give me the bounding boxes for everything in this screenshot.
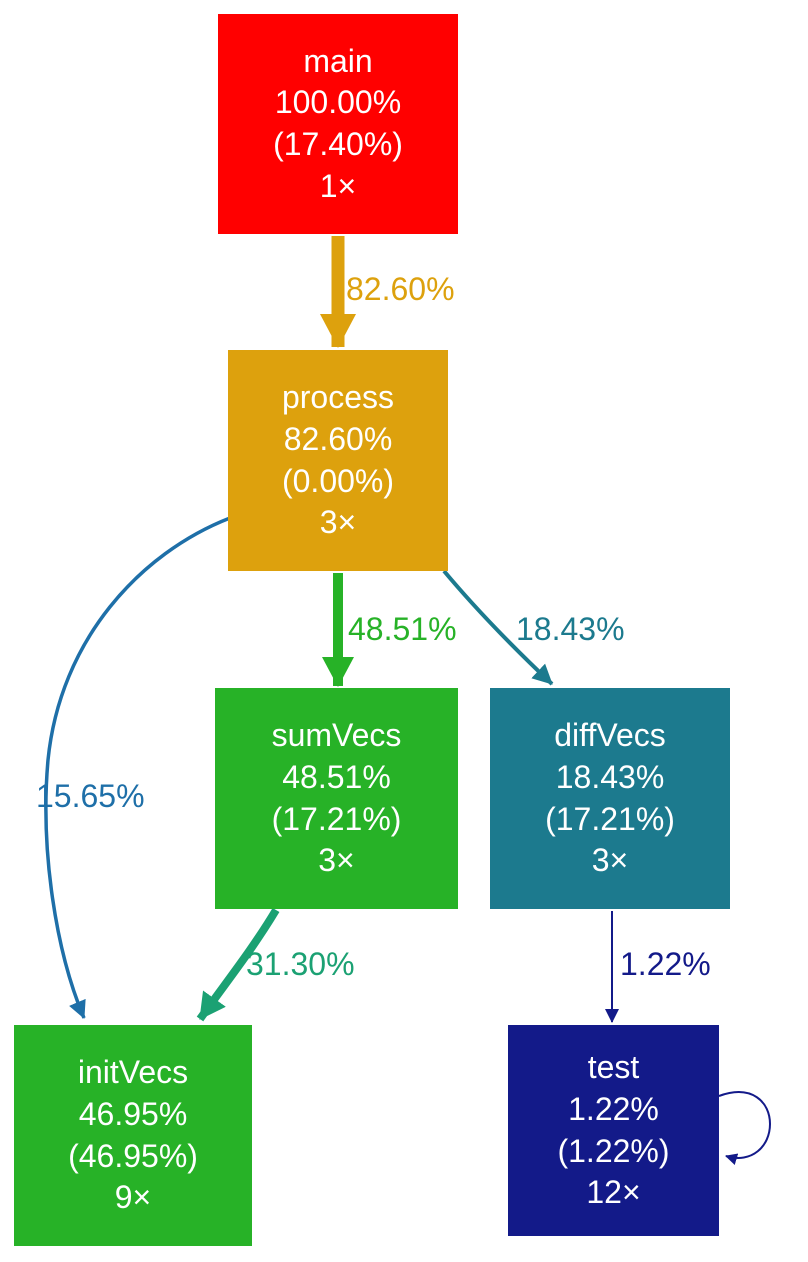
node-self-percent: (17.21%) <box>545 800 675 837</box>
node-total-percent: 48.51% <box>282 758 391 795</box>
edge-label-process-initvecs: 15.65% <box>36 778 145 814</box>
edge-label-process-diffvecs: 18.43% <box>516 611 625 647</box>
edge-process-initvecs <box>44 516 231 1019</box>
node-call-count: 3× <box>318 842 355 879</box>
node-self-percent: (1.22%) <box>557 1132 670 1169</box>
node-self-percent: (17.40%) <box>273 126 403 162</box>
node-label: main <box>303 42 373 79</box>
node-sumvecs: sumVecs 48.51% (17.21%) 3× <box>215 688 458 909</box>
node-process: process 82.60% (0.00%) 3× <box>228 350 448 571</box>
node-total-percent: 100.00% <box>274 84 402 121</box>
node-call-count: 12× <box>586 1174 641 1211</box>
node-total-percent: 1.22% <box>568 1090 659 1127</box>
node-initvecs: initVecs 46.95% (46.95%) 9× <box>14 1025 252 1246</box>
node-test: test 1.22% (1.22%) 12× <box>508 1025 719 1236</box>
node-self-percent: (46.95%) <box>68 1137 198 1174</box>
node-call-count: 9× <box>114 1179 152 1216</box>
node-call-count: 3× <box>319 504 357 541</box>
edge-test-selfloop <box>718 1091 772 1165</box>
node-self-percent: (17.21%) <box>271 800 402 837</box>
node-label: process <box>281 379 395 416</box>
node-label: test <box>587 1049 640 1086</box>
node-self-percent: (0.00%) <box>281 462 395 499</box>
node-total-percent: 18.43% <box>555 758 665 795</box>
node-total-percent: 82.60% <box>283 420 393 457</box>
edge-label-main-process: 82.60% <box>346 271 455 307</box>
node-label: initVecs <box>77 1054 189 1091</box>
node-diffvecs: diffVecs 18.43% (17.21%) 3× <box>490 688 730 909</box>
node-main: main 100.00% (17.40%) 1× <box>218 14 458 234</box>
edge-label-diffvecs-test: 1.22% <box>620 946 711 982</box>
node-label: sumVecs <box>271 717 402 754</box>
edge-label-process-sumvecs: 48.51% <box>348 611 457 647</box>
node-call-count: 3× <box>591 842 629 879</box>
node-call-count: 1× <box>319 167 357 204</box>
node-total-percent: 46.95% <box>78 1095 188 1132</box>
edge-label-sumvecs-initvecs: 31.30% <box>246 946 355 982</box>
node-label: diffVecs <box>554 717 666 754</box>
